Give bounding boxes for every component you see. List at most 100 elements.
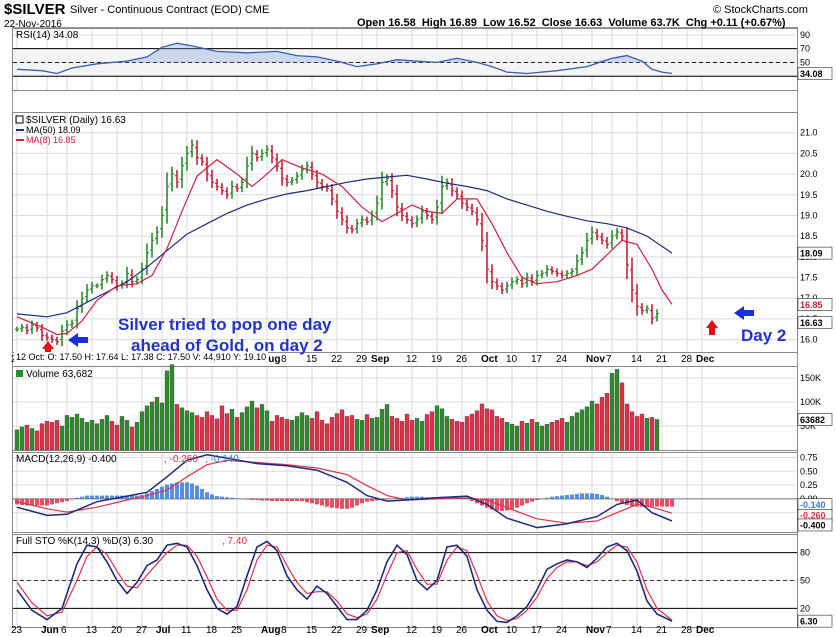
x-tick-label-bottom: 28 (681, 625, 693, 636)
macd-histogram-bar (475, 498, 479, 504)
ohlc-bar (580, 246, 584, 266)
ohlc-bar (320, 179, 324, 191)
rsi-overbought-fill (17, 43, 672, 63)
volume-bar (394, 418, 400, 451)
macd-histogram-bar (520, 498, 524, 506)
legend-ma50: MA(50) 18.09 (26, 125, 81, 135)
ohlc-bar (230, 180, 234, 199)
volume-bar (624, 403, 630, 451)
volume-bar (14, 429, 20, 451)
x-tick-label-bottom: Dec (696, 625, 715, 636)
volume-bar (174, 404, 180, 451)
macd-histogram-bar (220, 496, 224, 499)
macd-histogram-bar (490, 498, 494, 510)
macd-histogram-bar (200, 488, 204, 499)
macd-histogram-bar (250, 498, 254, 500)
ohlc-bar (420, 205, 424, 224)
ohlc-bar (495, 278, 499, 290)
macd-histogram-bar (185, 482, 189, 499)
macd-histogram-bar (65, 498, 69, 502)
legend-swatch-volume (16, 370, 23, 377)
volume-bar (604, 393, 610, 451)
macd-histogram-bar (365, 498, 369, 502)
volume-bar (629, 411, 635, 451)
volume-bar (444, 416, 450, 451)
x-tick-label-price: Sep (371, 354, 389, 365)
volume-bar (364, 414, 370, 451)
volume-bar (599, 397, 605, 451)
x-tick-label-price: 12 (406, 354, 418, 365)
macd-histogram-bar (85, 495, 89, 499)
volume-bar (324, 423, 330, 451)
ohlc-bar (110, 272, 114, 284)
macd-histogram-bar (125, 495, 129, 499)
volume-bar (334, 413, 340, 451)
blue-arrow-day2-icon (734, 306, 754, 320)
ohlc-bar (485, 232, 489, 284)
ohlc-bar (545, 265, 549, 277)
x-tick-label-bottom: Sep (371, 625, 389, 636)
macd-histogram-bar (655, 498, 659, 507)
x-tick-label-bottom: 11 (181, 625, 192, 636)
volume-bars (14, 364, 660, 451)
macd-title-hist: , -0.140 (205, 454, 239, 465)
volume-bar (654, 419, 660, 451)
ohlc-bar (605, 236, 609, 249)
volume-bar (639, 413, 645, 451)
x-tick-label-price: 15 (306, 354, 318, 365)
ohlc-bar (165, 172, 169, 224)
ohlc-bar (225, 187, 229, 199)
ohlc-bar (465, 199, 469, 212)
ohlc-bar (360, 215, 364, 228)
x-tick-label-price: 8 (281, 354, 287, 365)
macd-histogram-bar (225, 497, 229, 499)
x-tick-label-bottom: 12 (406, 625, 418, 636)
ohlc-bar (275, 153, 279, 172)
macd-histogram-bar (545, 497, 549, 499)
macd-histogram-bar (555, 496, 559, 499)
x-tick-label-price: Aug (261, 354, 280, 365)
macd-histogram-bar (50, 498, 54, 505)
macd-histogram-bar (15, 498, 19, 505)
y-tick-label: 20 (800, 603, 810, 613)
volume-bar (569, 416, 575, 451)
open-label: Open (357, 17, 386, 29)
y-tick-label: 21.0 (800, 128, 818, 138)
ohlc-bar (195, 140, 199, 165)
y-tick-label: 17.5 (800, 273, 818, 283)
x-tick-label-bottom: 14 (631, 625, 643, 636)
volume-bar (509, 423, 515, 451)
ohlc-bar (430, 212, 434, 224)
y-tick-label: 19.5 (800, 190, 818, 200)
ohlc-bar (475, 207, 479, 226)
volume-bar (454, 421, 460, 451)
ohlc-bar (630, 257, 634, 303)
sto-title-d: , 7.40 (222, 536, 247, 547)
volume-bar (19, 426, 25, 451)
ohlc-bar (240, 177, 244, 193)
ohlc-bar (90, 281, 94, 294)
x-tick-label-price: 21 (656, 354, 668, 365)
rsi-title: RSI(14) 34.08 (16, 30, 79, 41)
macd-histogram-bar (155, 488, 159, 499)
x-tick-label-bottom: 10 (506, 625, 518, 636)
chart-date: 22-Nov-2016 (4, 19, 62, 30)
macd-histogram-bar (350, 498, 354, 508)
low-label: Low (483, 17, 506, 29)
ohlc-bar (470, 203, 474, 216)
macd-histogram-bar (570, 494, 574, 499)
volume-bar (619, 382, 625, 451)
macd-histogram-bar (420, 496, 424, 499)
ohlc-bar (615, 227, 619, 240)
x-tick-label-bottom: Jun (41, 625, 59, 636)
volume-bar (104, 415, 110, 451)
volume-bar (289, 420, 295, 451)
ohlc-bar (80, 291, 84, 314)
volume-bar (54, 420, 60, 451)
ohlc-bar (350, 224, 354, 234)
volume-bar (389, 416, 395, 451)
ohlc-bar (200, 154, 204, 166)
macd-histogram-bar (95, 495, 99, 499)
y-tick-label: 18.5 (800, 231, 818, 241)
macd-value-label-box (797, 518, 833, 532)
